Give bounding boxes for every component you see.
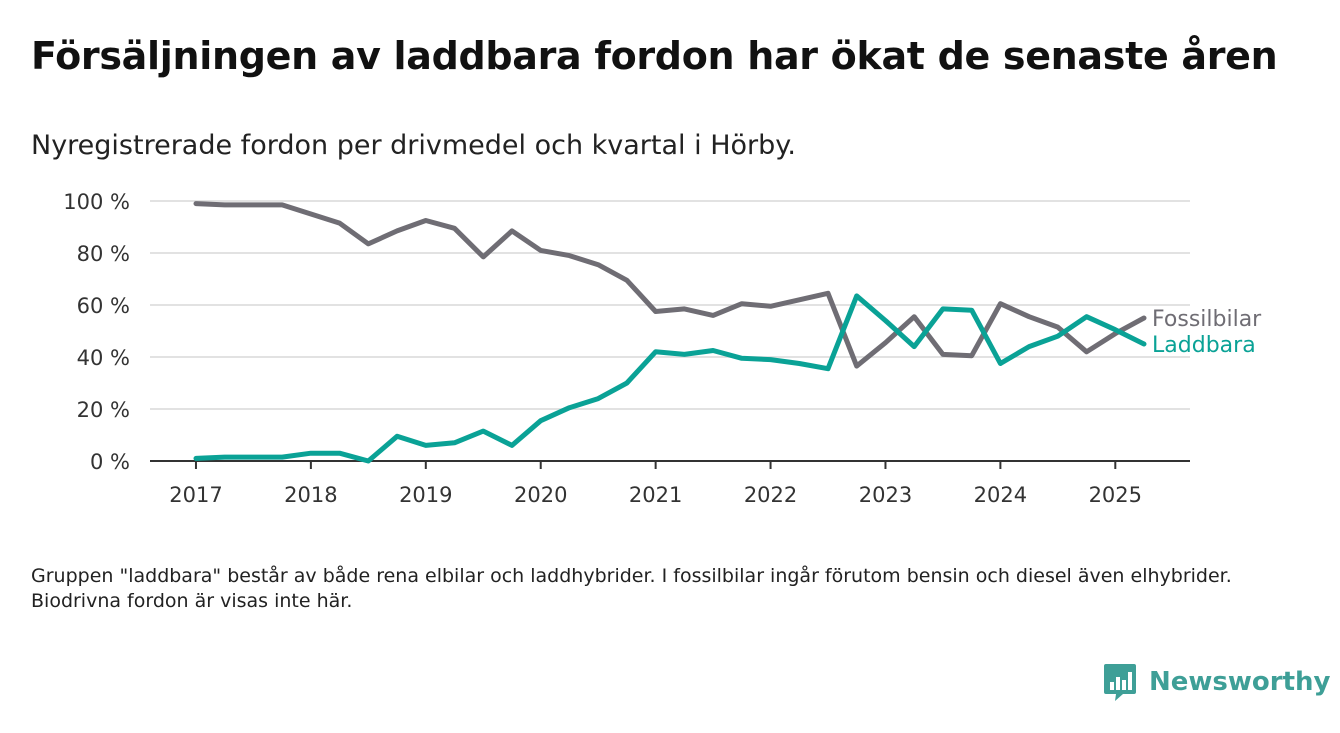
series-line-laddbara [193,293,1147,464]
y-tick-label: 0 % [90,450,130,474]
y-tick-label: 40 % [77,346,130,370]
y-tick-label: 60 % [77,294,130,318]
chart-title: Försäljningen av laddbara fordon har öka… [31,34,1278,78]
series-lines [193,201,1147,464]
gridlines [150,200,1190,410]
series-label-fossilbilar: Fossilbilar [1152,307,1262,332]
brand: Newsworthy [1103,662,1330,702]
line-chart: 0 % 20 % 40 % 60 % 80 % 100 % 2017 2018 2019 202… [63,190,1262,507]
x-tick-label: 2019 [399,483,452,507]
footnote: Gruppen "laddbara" består av både rena e… [31,565,1232,612]
chart-subtitle: Nyregistrerade fordon per drivmedel och … [31,130,796,161]
y-axis-tick-labels: 0 % 20 % 40 % 60 % 80 % 100 % [63,190,130,474]
y-tick-label: 100 % [63,190,130,214]
x-axis: 2017 2018 2019 2020 2021 2022 2023 2024 2025 [150,460,1190,507]
x-tick-label: 2023 [859,483,912,507]
x-tick-label: 2025 [1089,483,1142,507]
series-line-fossilbilar [193,201,1147,369]
newsworthy-logo-icon [1104,664,1136,701]
x-tick-label: 2022 [744,483,797,507]
x-tick-label: 2018 [284,483,337,507]
x-tick-label: 2020 [514,483,567,507]
y-tick-label: 20 % [77,398,130,422]
x-tick-label: 2021 [629,483,682,507]
x-tick-label: 2017 [169,483,222,507]
series-label-laddbara: Laddbara [1152,333,1256,358]
brand-name: Newsworthy [1149,667,1331,697]
y-tick-label: 80 % [77,242,130,266]
x-tick-label: 2024 [974,483,1027,507]
